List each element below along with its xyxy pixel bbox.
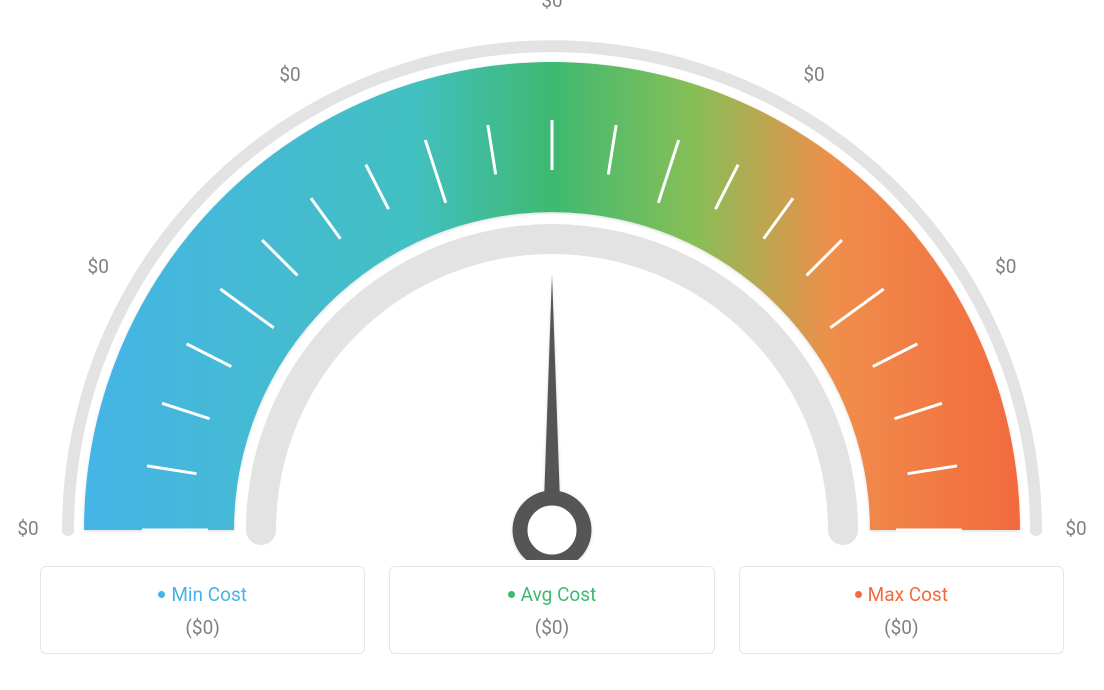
gauge-chart: $0 $0 $0 $0 $0 $0 $0	[0, 0, 1104, 560]
svg-text:$0: $0	[1065, 517, 1086, 540]
dot-icon	[508, 591, 515, 598]
legend-label-text: Max Cost	[868, 583, 948, 606]
legend-label-text: Avg Cost	[521, 583, 597, 606]
dot-icon	[855, 591, 862, 598]
legend-value-min: ($0)	[53, 616, 352, 639]
legend-label-min: Min Cost	[158, 583, 247, 606]
gauge-container: $0 $0 $0 $0 $0 $0 $0	[0, 0, 1104, 560]
svg-text:$0: $0	[17, 517, 38, 540]
svg-text:$0: $0	[88, 255, 109, 278]
legend-card-avg: Avg Cost ($0)	[389, 566, 714, 654]
legend-value-avg: ($0)	[402, 616, 701, 639]
legend-label-max: Max Cost	[855, 583, 948, 606]
legend-card-max: Max Cost ($0)	[739, 566, 1064, 654]
svg-text:$0: $0	[803, 63, 824, 86]
legend-card-min: Min Cost ($0)	[40, 566, 365, 654]
svg-text:$0: $0	[541, 0, 562, 12]
legend-label-text: Min Cost	[171, 583, 247, 606]
svg-text:$0: $0	[279, 63, 300, 86]
legend-label-avg: Avg Cost	[508, 583, 597, 606]
svg-text:$0: $0	[995, 255, 1016, 278]
legend-value-max: ($0)	[752, 616, 1051, 639]
dot-icon	[158, 591, 165, 598]
legend-row: Min Cost ($0) Avg Cost ($0) Max Cost ($0…	[0, 566, 1104, 654]
